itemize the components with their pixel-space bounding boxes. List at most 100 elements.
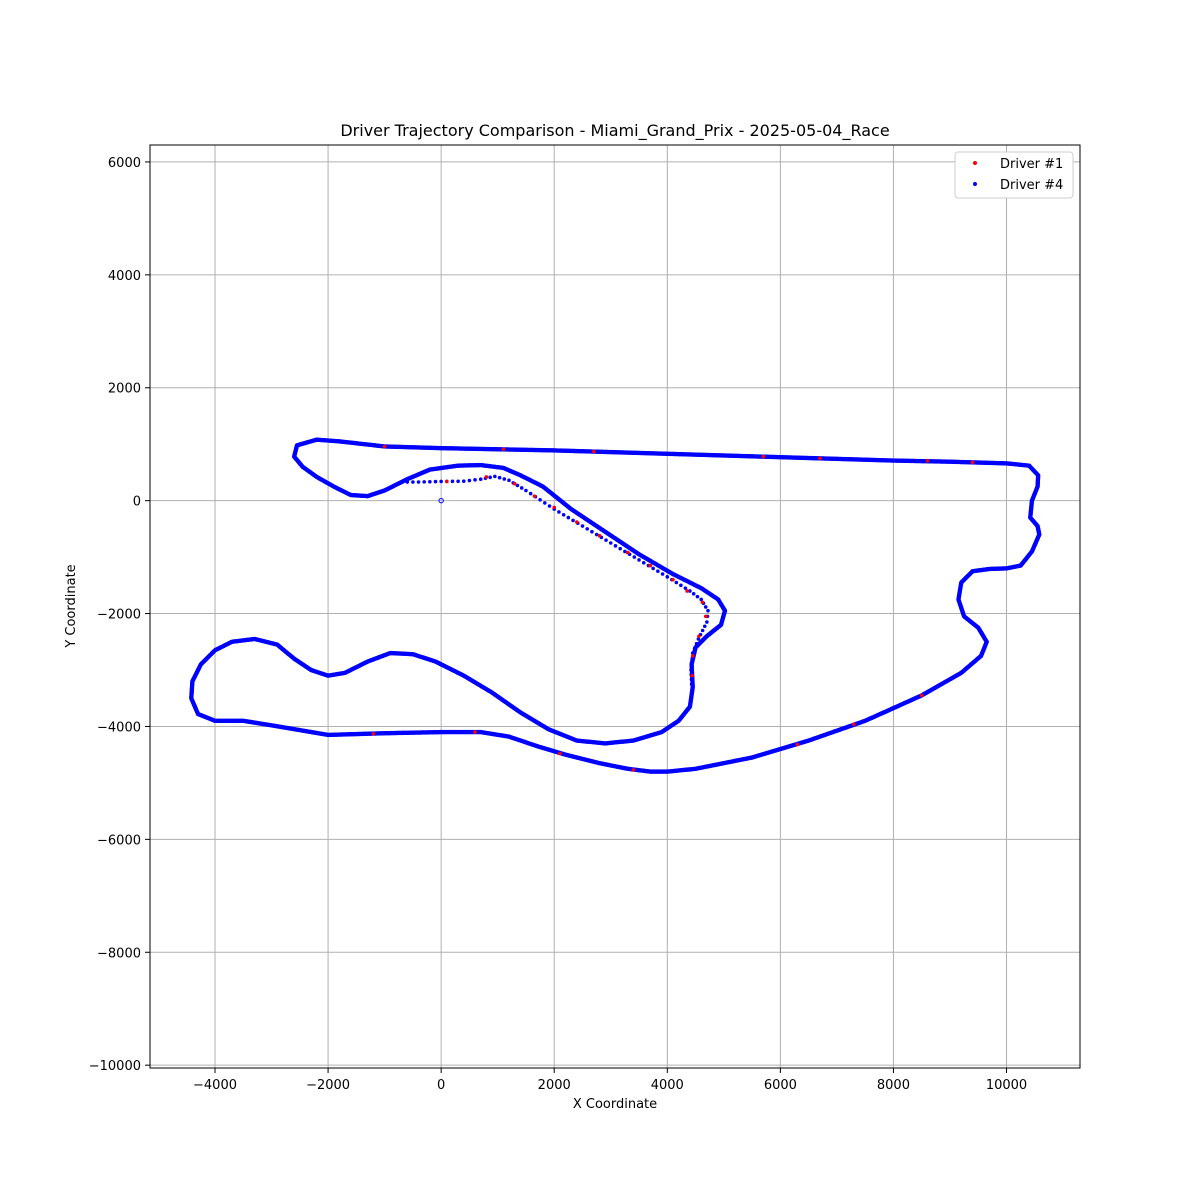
driver4-pit-point <box>623 549 627 554</box>
driver4-pit-point <box>705 620 709 624</box>
legend-label-driver-1: Driver #1 <box>1000 157 1063 172</box>
legend: Driver #1 Driver #4 <box>954 151 1074 199</box>
y-tick-label: 2000 <box>108 382 141 397</box>
driver4-pit-point <box>641 560 646 565</box>
driver4-pit-point <box>696 637 701 641</box>
origin-point <box>438 497 444 504</box>
driver4-pit-point <box>632 555 637 559</box>
driver1-point <box>852 722 856 727</box>
driver4-pit-point <box>547 504 552 508</box>
driver4-pit-point <box>456 479 460 484</box>
driver1-point <box>690 673 694 678</box>
driver4-pit-point <box>461 479 466 483</box>
driver1-point <box>818 456 822 461</box>
driver4-pit-point <box>702 624 707 629</box>
driver1-point <box>575 520 579 524</box>
y-tick-label: 0 <box>133 495 141 510</box>
driver4-pit-point <box>519 486 524 490</box>
driver1-point <box>703 614 708 619</box>
y-tick-label: 6000 <box>108 156 141 171</box>
legend-box <box>954 151 1074 199</box>
driver1-point <box>473 730 477 734</box>
x-axis-ticks: −4000 −2000 0 2000 4000 6000 8000 10000 <box>193 1068 1027 1093</box>
chart-title: Driver Trajectory Comparison - Miami_Gra… <box>340 121 889 141</box>
driver4-pit-point <box>507 478 511 483</box>
driver1-point <box>558 751 562 756</box>
driver4-pit-point <box>706 608 710 613</box>
driver1-point <box>625 550 630 555</box>
driver4-pit-point <box>493 474 497 479</box>
track-points <box>189 437 1042 774</box>
driver1-point <box>761 454 766 459</box>
driver4-pit-point <box>604 538 608 542</box>
driver4-pit-point <box>660 572 665 576</box>
y-tick-label: −4000 <box>97 720 141 735</box>
driver1-point <box>597 533 602 538</box>
driver4-pit-point <box>703 605 708 609</box>
plot-frame <box>149 144 1081 1069</box>
y-tick-label: 4000 <box>108 269 141 284</box>
driver1-point <box>445 479 449 484</box>
driver4-pit-point <box>433 479 438 484</box>
driver4-pit-point <box>691 591 696 596</box>
driver4-pit-point <box>528 491 533 496</box>
driver4-pit-point <box>656 569 660 574</box>
driver4-pit-point <box>699 597 704 602</box>
driver4-pit-point <box>497 475 502 480</box>
driver4-pit-point <box>665 575 670 579</box>
driver1-point <box>648 563 653 568</box>
y-tick-label: −10000 <box>89 1059 141 1074</box>
driver4-pit-point <box>478 477 483 481</box>
driver4-pit-point <box>561 512 566 517</box>
driver4-pit-point <box>515 483 520 488</box>
driver4-pit-point <box>524 488 528 493</box>
driver4-pit-point <box>590 529 594 534</box>
driver4-pit-point <box>473 478 477 482</box>
y-axis-ticks: −10000 −8000 −6000 −4000 −2000 0 2000 4000 6000 <box>89 156 150 1074</box>
driver1-point <box>690 654 695 658</box>
driver1-point <box>591 449 596 454</box>
x-tick-label: 2000 <box>538 1078 571 1093</box>
driver1-point <box>484 475 489 479</box>
driver4-pit-point <box>467 478 472 483</box>
driver4-pit-point <box>580 524 585 528</box>
driver4-pit-point <box>450 479 455 484</box>
driver1-point <box>700 600 705 605</box>
driver4-pit-point <box>679 583 683 588</box>
driver1-point <box>919 693 924 698</box>
driver1-point <box>795 742 800 747</box>
driver4-pit-point <box>618 546 622 551</box>
driver4-pit-point <box>557 510 561 514</box>
driver4-pit-point <box>613 544 618 548</box>
driver1-point <box>631 768 636 772</box>
driver1-point <box>512 481 517 486</box>
legend-label-driver-4: Driver #4 <box>1000 178 1063 193</box>
x-axis-label: X Coordinate <box>573 1097 657 1112</box>
driver4-pit-point <box>585 527 590 531</box>
x-tick-label: −4000 <box>193 1078 237 1093</box>
y-tick-label: −8000 <box>97 946 141 961</box>
x-tick-label: 8000 <box>877 1078 910 1093</box>
driver4-pit-point <box>428 479 432 484</box>
y-tick-label: −2000 <box>97 608 141 623</box>
driver4-pit-point <box>502 477 507 481</box>
driver4-pit-point <box>688 589 692 593</box>
driver4-pit-point <box>488 475 492 480</box>
driver4-pit-point <box>608 541 613 545</box>
driver1-points <box>371 444 975 772</box>
driver4-pit-point <box>439 479 443 484</box>
driver4-pit-point <box>700 628 705 633</box>
driver4-pit-point <box>683 586 688 590</box>
driver4-pit-point <box>411 480 415 484</box>
driver1-point <box>532 494 537 498</box>
driver1-point <box>925 459 930 463</box>
driver4-point <box>314 437 319 442</box>
driver1-point <box>382 444 387 449</box>
driver1-point <box>371 732 376 736</box>
x-tick-label: 4000 <box>651 1078 684 1093</box>
y-axis-label: Y Coordinate <box>64 564 79 648</box>
x-tick-label: 0 <box>437 1078 445 1093</box>
driver1-point <box>501 447 506 452</box>
driver1-point <box>697 634 701 638</box>
